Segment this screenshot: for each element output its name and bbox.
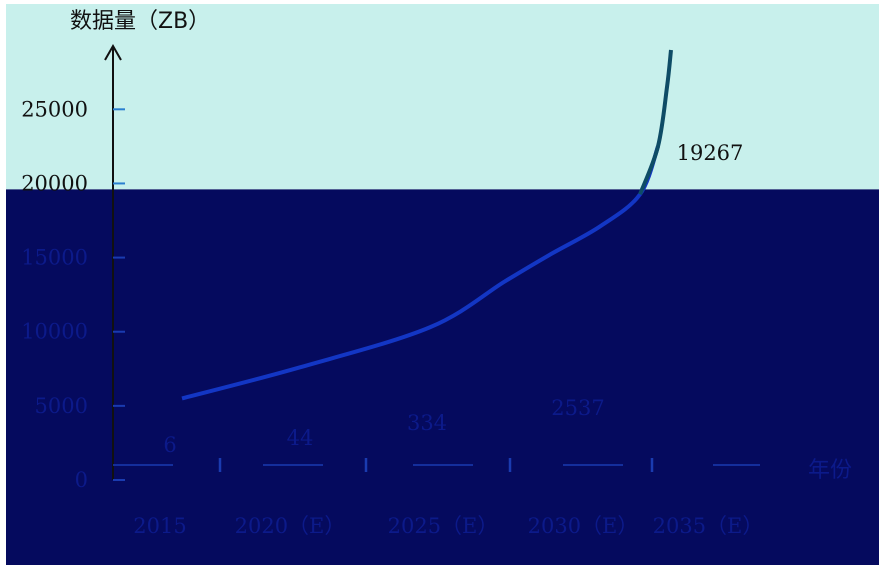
x-axis-ticks: 2015 2020（E） 2025（E） 2030（E） 2035（E） — [133, 458, 763, 538]
x-tick-label: 2015 — [133, 514, 186, 538]
x-tick-label: 2030（E） — [528, 514, 639, 538]
x-axis-title: 年份 — [808, 458, 852, 483]
bottom-background-band — [6, 189, 879, 565]
y-tick-label: 20000 — [21, 171, 88, 195]
y-tick-label: 15000 — [21, 246, 88, 270]
top-background-band — [6, 4, 879, 190]
growth-curve — [181, 49, 673, 401]
y-axis-arrow — [104, 43, 122, 61]
y-tick-label: 0 — [75, 468, 88, 492]
data-label: 6 — [163, 433, 176, 457]
y-axis-ticks: 0 5000 10000 15000 20000 25000 — [21, 97, 125, 492]
data-label: 2537 — [551, 396, 604, 420]
axes — [104, 43, 760, 480]
curve-upper-segment — [638, 49, 673, 196]
x-tick-label: 2020（E） — [235, 514, 346, 538]
x-tick-label: 2035（E） — [653, 514, 764, 538]
y-tick-label: 5000 — [35, 394, 88, 418]
x-tick-label: 2025（E） — [388, 514, 499, 538]
curve-lower-segment — [181, 145, 660, 401]
data-label: 19267 — [677, 141, 744, 165]
y-tick-label: 25000 — [21, 97, 88, 121]
data-label: 334 — [407, 411, 447, 435]
y-axis-title: 数据量（ZB） — [70, 9, 210, 34]
y-tick-label: 10000 — [21, 320, 88, 344]
data-label: 44 — [287, 426, 314, 450]
data-labels: 6 44 334 2537 19267 — [163, 141, 743, 457]
